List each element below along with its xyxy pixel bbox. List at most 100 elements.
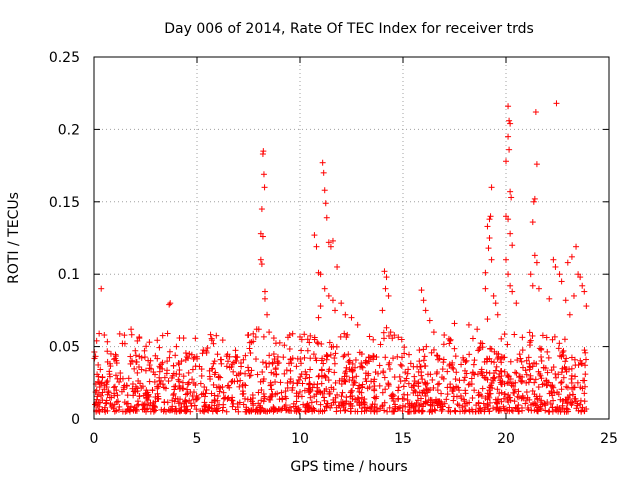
data-point [465, 321, 472, 328]
data-point [454, 401, 461, 408]
y-tick-label: 0.25 [49, 50, 80, 66]
data-point [500, 395, 507, 402]
data-point [366, 333, 373, 340]
data-point [297, 356, 304, 363]
data-point [255, 326, 262, 333]
data-point [318, 373, 325, 380]
data-point [119, 375, 126, 382]
data-point [346, 357, 353, 364]
data-point [138, 366, 145, 373]
data-point [113, 407, 120, 414]
data-point [505, 133, 512, 140]
data-point [355, 395, 362, 402]
data-point [398, 336, 405, 343]
data-point [484, 316, 491, 323]
data-point [348, 388, 355, 395]
data-point [582, 362, 589, 369]
data-point [490, 405, 497, 412]
data-point [435, 356, 442, 363]
data-point [526, 339, 533, 346]
data-point [298, 360, 305, 367]
data-point [352, 408, 359, 415]
data-point [544, 348, 551, 355]
data-point [507, 358, 514, 365]
data-point [214, 405, 221, 412]
data-point [468, 375, 475, 382]
data-point [533, 407, 540, 414]
data-point [411, 387, 418, 394]
data-point [533, 360, 540, 367]
data-point [248, 408, 255, 415]
data-point [176, 361, 183, 368]
data-point [463, 357, 470, 364]
data-point [203, 386, 210, 393]
data-point [534, 408, 541, 415]
data-point [523, 371, 530, 378]
data-point [566, 366, 573, 373]
data-point [491, 348, 498, 355]
data-point [487, 382, 494, 389]
data-point [133, 407, 140, 414]
data-point [506, 146, 513, 153]
data-point [559, 402, 566, 409]
data-point [410, 389, 417, 396]
data-point [501, 331, 508, 338]
data-point [260, 390, 267, 397]
data-point [382, 285, 389, 292]
data-point [422, 307, 429, 314]
data-point [498, 335, 505, 342]
data-point [456, 377, 463, 384]
data-point [306, 381, 313, 388]
data-point [482, 395, 489, 402]
data-point [223, 363, 230, 370]
data-point [530, 198, 537, 205]
data-point [556, 340, 563, 347]
data-point [556, 271, 563, 278]
data-point [121, 332, 128, 339]
data-point [379, 307, 386, 314]
tick-layer: 0 5 10 15 20 25 0 0.05 0.1 0.15 0.2 0.25 [49, 50, 618, 447]
data-point [288, 360, 295, 367]
data-point [283, 367, 290, 374]
data-point [264, 311, 271, 318]
data-point [486, 408, 493, 415]
data-point [106, 373, 113, 380]
data-point [175, 376, 182, 383]
data-point [210, 340, 217, 347]
data-point [363, 357, 370, 364]
data-point [418, 372, 425, 379]
data-point [513, 370, 520, 377]
data-point [478, 368, 485, 375]
data-point [360, 398, 367, 405]
data-point [254, 371, 261, 378]
data-point [557, 396, 564, 403]
x-tick-label: 20 [497, 431, 515, 447]
data-point [204, 344, 211, 351]
data-point [470, 361, 477, 368]
data-point [479, 385, 486, 392]
data-point [430, 399, 437, 406]
data-point [544, 382, 551, 389]
data-point [581, 347, 588, 354]
data-point [313, 398, 320, 405]
data-point [488, 358, 495, 365]
data-point [104, 378, 111, 385]
data-point [93, 337, 100, 344]
data-point [341, 377, 348, 384]
data-point [189, 366, 196, 373]
data-point [507, 230, 514, 237]
data-point [580, 377, 587, 384]
data-point [558, 278, 565, 285]
data-point [246, 339, 253, 346]
data-point [331, 369, 338, 376]
data-point [390, 408, 397, 415]
data-point [424, 371, 431, 378]
data-point [581, 390, 588, 397]
data-point [519, 347, 526, 354]
data-point [114, 375, 121, 382]
data-point [247, 372, 254, 379]
data-point [258, 397, 265, 404]
data-point [250, 330, 257, 337]
data-point [119, 408, 126, 415]
data-point [220, 389, 227, 396]
